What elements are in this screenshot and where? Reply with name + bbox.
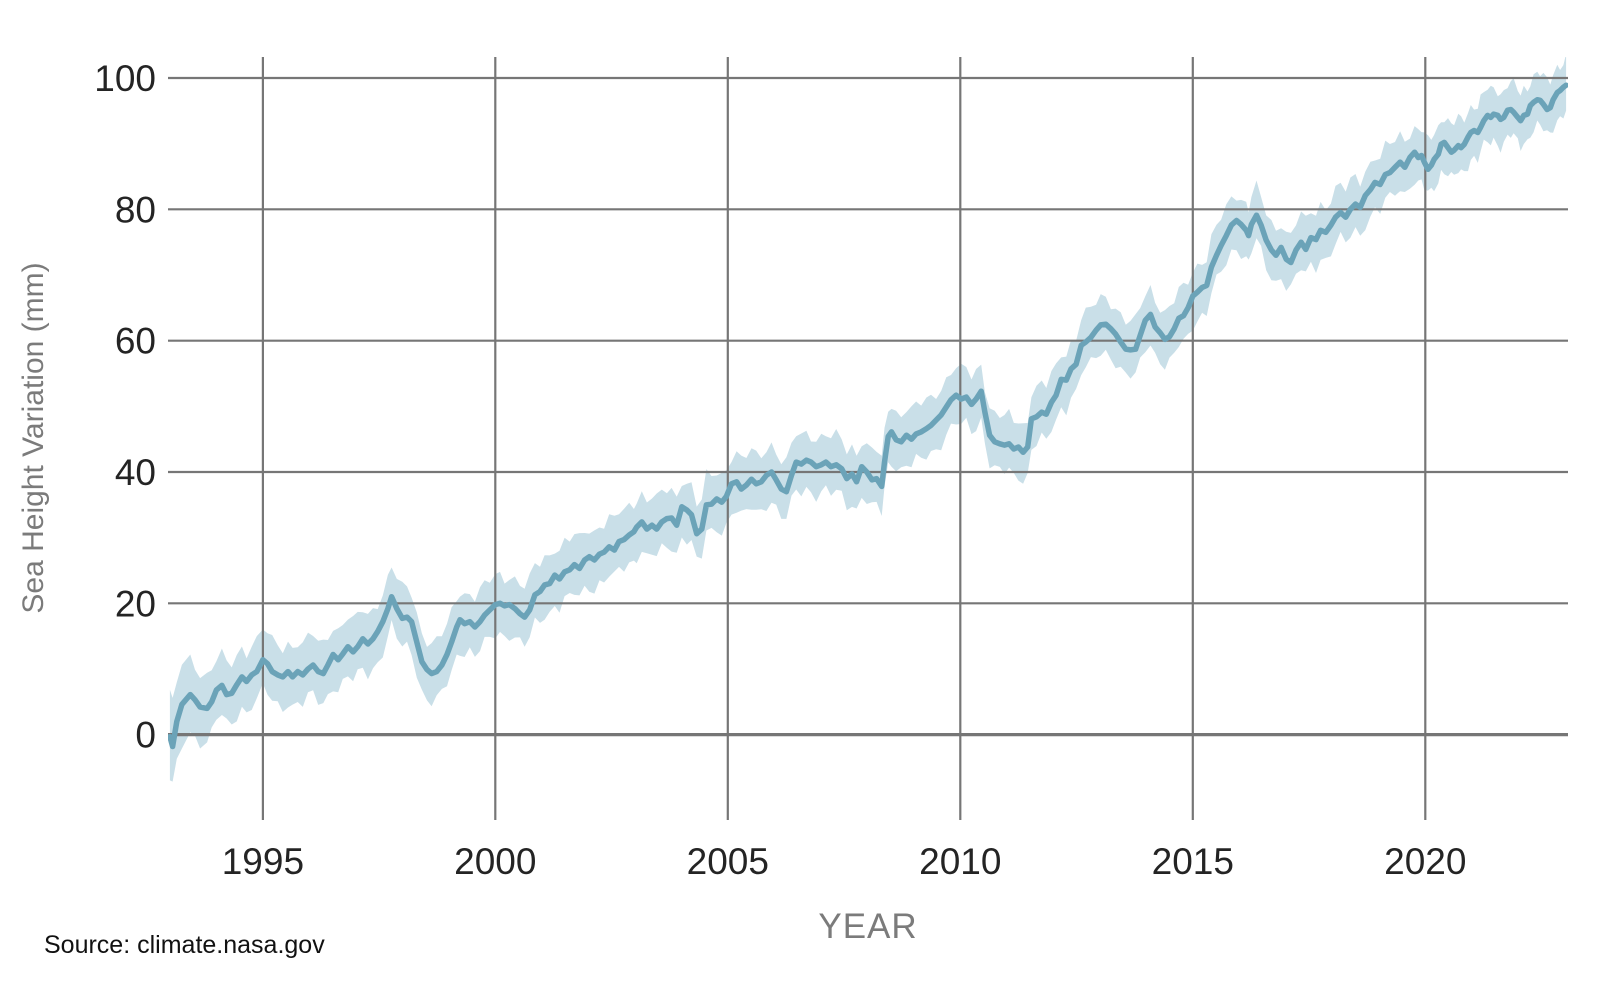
tick-labels: 0 20 40 60 80 100 1995 2000 2005 2010 2015 2020 — [94, 58, 1466, 882]
source-note: Source: climate.nasa.gov — [44, 931, 325, 959]
x-tick-label: 2005 — [687, 841, 769, 882]
uncertainty-band — [169, 57, 1567, 782]
sea-height-line — [168, 82, 1568, 750]
y-tick-label: 80 — [115, 189, 156, 230]
x-axis-title: YEAR — [818, 907, 918, 946]
x-tick-label: 2015 — [1152, 841, 1234, 882]
y-tick-label: 40 — [115, 452, 156, 493]
y-tick-label: 60 — [115, 321, 156, 362]
y-axis-title: Sea Height Variation (mm) — [17, 262, 50, 614]
x-tick-label: 1995 — [222, 841, 304, 882]
x-tick-label: 2000 — [454, 841, 536, 882]
x-tick-label: 2020 — [1384, 841, 1466, 882]
x-tick-label: 2010 — [919, 841, 1001, 882]
y-tick-label: 20 — [115, 583, 156, 624]
y-tick-label: 100 — [94, 58, 156, 99]
y-tick-label: 0 — [135, 715, 156, 756]
gridlines — [168, 57, 1568, 820]
